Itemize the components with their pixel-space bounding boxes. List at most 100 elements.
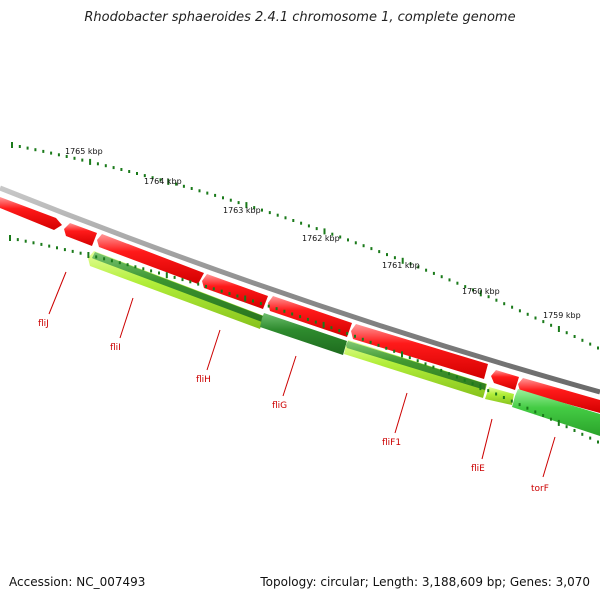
minor-tick xyxy=(589,436,592,440)
minor-tick xyxy=(448,372,450,376)
gene-arrow xyxy=(512,389,600,436)
minor-tick xyxy=(103,257,106,261)
minor-tick xyxy=(408,356,411,360)
minor-tick xyxy=(79,251,82,255)
scale-label: 1760 kbp xyxy=(462,287,500,296)
minor-tick xyxy=(276,213,279,217)
minor-tick xyxy=(455,375,458,379)
minor-tick xyxy=(393,349,396,353)
minor-tick xyxy=(118,261,121,265)
major-tick xyxy=(557,419,560,426)
major-tick xyxy=(9,235,11,241)
minor-tick xyxy=(16,238,19,242)
minor-tick xyxy=(189,280,192,284)
gene-arrow xyxy=(92,252,263,322)
minor-tick xyxy=(71,249,74,253)
minor-tick xyxy=(182,184,185,188)
leader-line xyxy=(394,392,408,434)
minor-tick xyxy=(581,432,584,436)
minor-tick xyxy=(417,265,420,269)
minor-tick xyxy=(314,320,317,324)
gene-arrow xyxy=(260,313,347,355)
minor-tick xyxy=(56,246,58,250)
major-tick xyxy=(165,272,168,279)
leader-line xyxy=(119,297,134,339)
scale-label: 1759 kbp xyxy=(543,311,581,320)
minor-tick xyxy=(220,289,223,293)
minor-tick xyxy=(175,182,178,186)
minor-tick xyxy=(229,198,232,202)
minor-tick xyxy=(393,256,396,260)
minor-tick xyxy=(330,326,333,330)
minor-tick xyxy=(573,429,576,432)
scale-labels: 1765 kbp 1764 kbp 1763 kbp 1762 kbp 1761… xyxy=(65,147,581,320)
minor-tick xyxy=(212,287,215,291)
minor-tick xyxy=(205,284,207,288)
minor-tick xyxy=(526,406,529,410)
minor-tick xyxy=(299,315,302,319)
minor-tick xyxy=(502,396,505,399)
scale-label: 1763 kbp xyxy=(223,206,261,215)
reverse-strand-genes xyxy=(88,251,600,436)
minor-tick xyxy=(63,248,66,252)
minor-tick xyxy=(361,337,364,341)
major-tick xyxy=(401,257,404,264)
gene-arrow xyxy=(518,378,600,413)
major-tick xyxy=(89,158,92,165)
scale-label: 1762 kbp xyxy=(302,234,340,243)
minor-tick xyxy=(495,298,498,302)
minor-tick xyxy=(440,275,443,279)
minor-tick xyxy=(331,232,334,236)
minor-tick xyxy=(128,170,131,173)
minor-tick xyxy=(292,219,295,222)
minor-tick xyxy=(487,295,490,299)
gene-arrow xyxy=(97,234,204,284)
minor-tick xyxy=(50,151,53,155)
minor-tick xyxy=(268,211,271,215)
gene-arrow xyxy=(0,197,62,230)
minor-tick xyxy=(24,239,27,243)
minor-tick xyxy=(378,250,381,254)
forward-strand-genes xyxy=(0,197,600,413)
gene-arrow xyxy=(64,223,97,246)
minor-tick xyxy=(57,153,60,157)
minor-tick xyxy=(284,216,287,220)
minor-tick xyxy=(448,278,451,282)
minor-tick xyxy=(197,282,200,286)
minor-tick xyxy=(362,244,365,248)
major-tick xyxy=(167,178,170,185)
minor-tick xyxy=(134,265,137,269)
minor-tick xyxy=(354,334,356,338)
minor-tick xyxy=(573,335,576,338)
minor-tick xyxy=(440,368,443,372)
minor-tick xyxy=(550,417,552,421)
minor-tick xyxy=(425,268,428,272)
minor-tick xyxy=(158,271,160,275)
major-tick xyxy=(323,228,326,235)
minor-tick xyxy=(104,164,107,168)
gene-label-flii: fliI xyxy=(110,343,121,353)
gene-arrow xyxy=(351,324,488,379)
minor-tick xyxy=(534,316,537,320)
minor-tick xyxy=(283,309,286,313)
minor-tick xyxy=(565,425,568,429)
leader-line xyxy=(206,329,221,371)
minor-tick xyxy=(252,299,254,303)
minor-tick xyxy=(42,149,45,153)
gene-labels: fliJ fliI fliH fliG fliF1 fliE torF xyxy=(38,319,549,494)
minor-tick xyxy=(120,168,123,171)
minor-tick xyxy=(275,307,278,311)
minor-tick xyxy=(424,362,427,366)
minor-tick xyxy=(526,312,529,316)
minor-tick xyxy=(214,193,217,197)
major-tick xyxy=(479,384,482,391)
minor-tick xyxy=(181,278,184,282)
minor-tick xyxy=(96,162,99,166)
minor-tick xyxy=(597,346,599,350)
minor-tick xyxy=(159,178,162,182)
minor-tick xyxy=(487,389,490,393)
minor-tick xyxy=(409,262,412,266)
minor-tick xyxy=(48,244,51,248)
minor-tick xyxy=(565,331,568,335)
minor-tick xyxy=(354,241,357,245)
